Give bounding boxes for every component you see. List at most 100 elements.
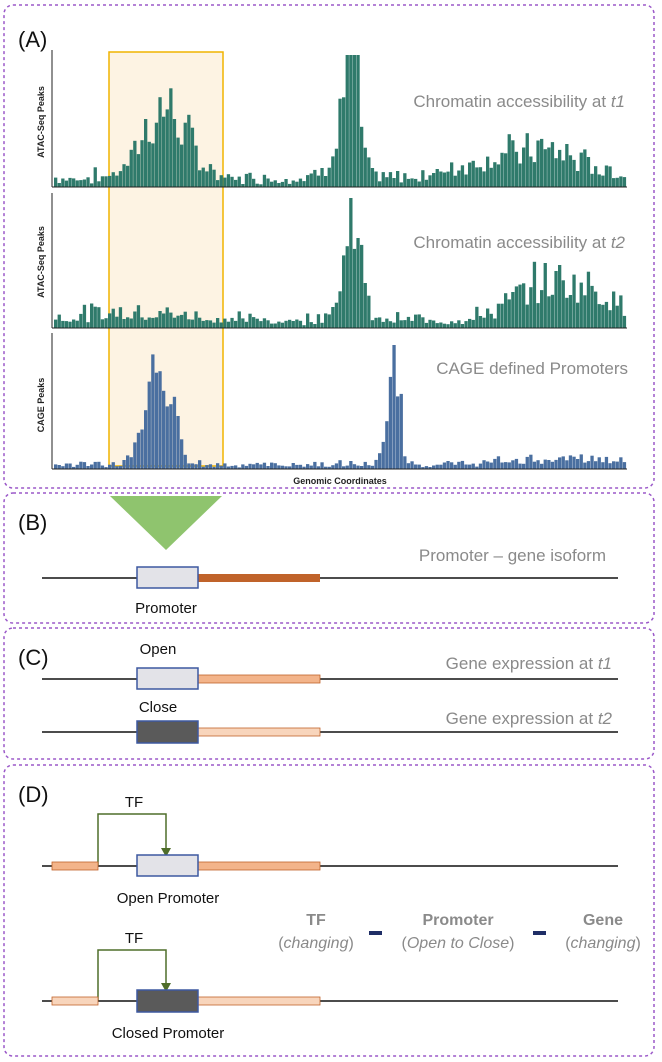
tf-gene-exon-closed xyxy=(51,996,99,1006)
peak-bar xyxy=(111,308,115,328)
peak-bar xyxy=(136,154,141,187)
peak-bar xyxy=(90,183,94,187)
peak-bar xyxy=(554,459,558,469)
peak-bar xyxy=(252,178,256,187)
peak-bar xyxy=(496,164,501,187)
peak-bar xyxy=(586,271,591,328)
peak-bar xyxy=(522,463,526,469)
peak-bar xyxy=(403,320,407,328)
peak-bar xyxy=(104,318,108,328)
peak-bar xyxy=(529,454,533,469)
peak-bar xyxy=(417,464,421,469)
peak-bar xyxy=(154,317,159,328)
peak-bar xyxy=(378,181,382,187)
peak-bar xyxy=(464,174,468,187)
peak-bar xyxy=(133,140,137,187)
peak-bar xyxy=(360,466,364,469)
peak-bar xyxy=(100,176,105,187)
peak-bar xyxy=(457,320,461,328)
peak-bar xyxy=(187,463,191,469)
peak-bar xyxy=(500,462,504,469)
peak-bar xyxy=(428,467,432,469)
peak-bar xyxy=(100,319,105,328)
peak-bar xyxy=(579,282,583,328)
peak-bar xyxy=(511,460,515,469)
gene-exon-open xyxy=(197,861,321,871)
peak-bar xyxy=(320,322,324,328)
peak-bar xyxy=(320,462,324,469)
peak-bar xyxy=(266,320,270,328)
peak-bar xyxy=(291,463,295,469)
peak-bar xyxy=(118,465,123,469)
gene-exon-t1 xyxy=(197,674,321,684)
legend-dash-1 xyxy=(369,931,382,935)
peak-bar xyxy=(201,167,205,187)
peak-bar xyxy=(183,122,187,187)
peak-bar xyxy=(457,461,461,469)
peak-bar xyxy=(550,142,555,187)
peak-bar xyxy=(122,460,126,469)
peak-bar xyxy=(504,153,508,187)
peak-bar xyxy=(277,321,281,328)
genomic-coordinates-label: Genomic Coordinates xyxy=(293,476,387,486)
peak-bar xyxy=(367,295,371,328)
peak-bar xyxy=(266,178,270,187)
peak-bar xyxy=(622,462,627,469)
peak-bar xyxy=(108,464,112,469)
peak-bar xyxy=(619,295,623,328)
gene-exon-t2 xyxy=(197,727,321,737)
peak-bar xyxy=(399,182,403,187)
peak-bar xyxy=(363,461,367,469)
peak-bar xyxy=(507,299,511,328)
peak-bar xyxy=(169,88,173,187)
peak-bar xyxy=(453,464,457,469)
peak-bar xyxy=(594,166,598,187)
peak-bar xyxy=(270,323,274,328)
peak-bar xyxy=(259,184,263,187)
peak-bar xyxy=(324,466,328,469)
peak-bar xyxy=(615,461,619,469)
peak-bar xyxy=(331,465,335,469)
tf-arrow-open xyxy=(97,813,167,865)
peak-bar xyxy=(370,320,375,328)
peak-bar xyxy=(144,319,148,328)
peak-bar xyxy=(212,322,216,328)
peak-bar xyxy=(183,311,187,328)
panel-b-frame xyxy=(3,492,655,624)
tf-arrowhead-closed xyxy=(161,983,171,992)
peak-bar xyxy=(237,176,241,187)
peak-bar xyxy=(190,319,195,328)
peak-bar xyxy=(590,285,594,328)
promoter-open-box xyxy=(136,667,199,690)
peak-bar xyxy=(320,168,324,187)
peak-bar xyxy=(230,317,234,328)
peak-bar xyxy=(118,307,123,328)
peak-bar xyxy=(277,465,281,469)
peak-bar xyxy=(460,165,465,187)
peak-bar xyxy=(183,454,187,469)
peak-bar xyxy=(511,292,515,328)
peak-bar xyxy=(608,310,612,328)
peak-bar xyxy=(118,171,123,187)
peak-bar xyxy=(622,315,627,328)
gene-isoform-exon xyxy=(198,574,320,582)
peak-bar xyxy=(259,464,263,469)
peak-bar xyxy=(356,55,360,187)
peak-bar xyxy=(201,466,205,469)
peak-bar xyxy=(198,170,202,187)
peak-bar xyxy=(158,311,162,328)
peak-bar xyxy=(309,173,313,187)
peak-bar xyxy=(158,371,162,469)
atac-t1-bars xyxy=(54,55,627,187)
peak-bar xyxy=(270,462,274,469)
peak-bar xyxy=(75,464,79,469)
peak-bar xyxy=(154,372,159,469)
peak-bar xyxy=(439,171,443,187)
peak-bar xyxy=(352,248,357,328)
peak-bar xyxy=(381,321,385,328)
peak-bar xyxy=(104,467,108,469)
peak-bar xyxy=(590,455,594,469)
peak-bar xyxy=(385,318,389,328)
peak-bar xyxy=(604,456,609,469)
peak-bar xyxy=(201,320,205,328)
